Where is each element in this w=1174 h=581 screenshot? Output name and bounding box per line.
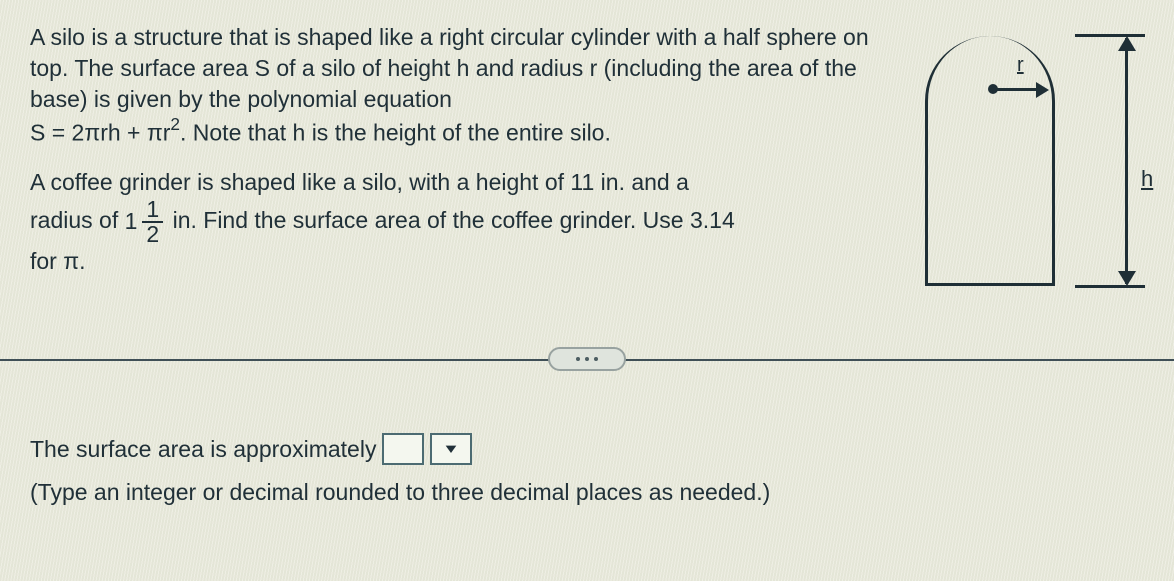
dot-icon [585, 357, 589, 361]
silo-diagram: r h [925, 16, 1155, 306]
fraction-numerator: 1 [142, 198, 163, 223]
radius-arrow [988, 76, 1046, 106]
radius-label: r [1017, 54, 1024, 77]
part2-line-b: radius of 1 1 2 in. Find the surface are… [30, 198, 885, 246]
mixed-whole: 1 [125, 206, 138, 237]
mixed-number: 1 1 2 [125, 198, 167, 246]
part2-before-mixed: radius of [30, 207, 118, 233]
answer-section: The surface area is approximately (Type … [10, 431, 1144, 511]
chevron-down-icon [443, 441, 459, 457]
formula-prefix: S = 2πrh + πr [30, 120, 170, 146]
diagram-column: r h [885, 22, 1144, 277]
units-select[interactable] [430, 433, 472, 465]
part2-line-a: A coffee grinder is shaped like a silo, … [30, 167, 885, 198]
expand-pill-button[interactable] [548, 347, 626, 371]
answer-hint: (Type an integer or decimal rounded to t… [30, 474, 1144, 511]
dot-icon [576, 357, 580, 361]
intro-paragraph: A silo is a structure that is shaped lik… [30, 22, 885, 115]
answer-line: The surface area is approximately [30, 431, 1144, 468]
silo-outline [925, 36, 1055, 286]
section-divider [30, 347, 1144, 375]
surface-area-input[interactable] [382, 433, 424, 465]
dot-icon [594, 357, 598, 361]
formula-line: S = 2πrh + πr2. Note that h is the heigh… [30, 115, 885, 149]
part2-after-mixed: in. Find the surface area of the coffee … [173, 207, 735, 233]
fraction: 1 2 [142, 198, 163, 246]
radius-arrow-line [996, 88, 1038, 91]
question-panel: A silo is a structure that is shaped lik… [0, 0, 1174, 581]
answer-prompt: The surface area is approximately [30, 431, 376, 468]
height-arrow-head-up [1118, 36, 1136, 51]
radius-arrow-head [1036, 82, 1049, 98]
part2-line-c: for π. [30, 246, 885, 277]
formula-suffix: . Note that h is the height of the entir… [180, 120, 611, 146]
fraction-denominator: 2 [142, 223, 163, 246]
height-arrow-head-down [1118, 271, 1136, 286]
question-text-column: A silo is a structure that is shaped lik… [30, 22, 885, 277]
height-arrow-stem [1125, 38, 1128, 284]
intro-text: A silo is a structure that is shaped lik… [30, 24, 869, 112]
height-label: h [1141, 166, 1153, 192]
formula-exponent: 2 [170, 114, 180, 134]
content-row: A silo is a structure that is shaped lik… [30, 22, 1144, 277]
